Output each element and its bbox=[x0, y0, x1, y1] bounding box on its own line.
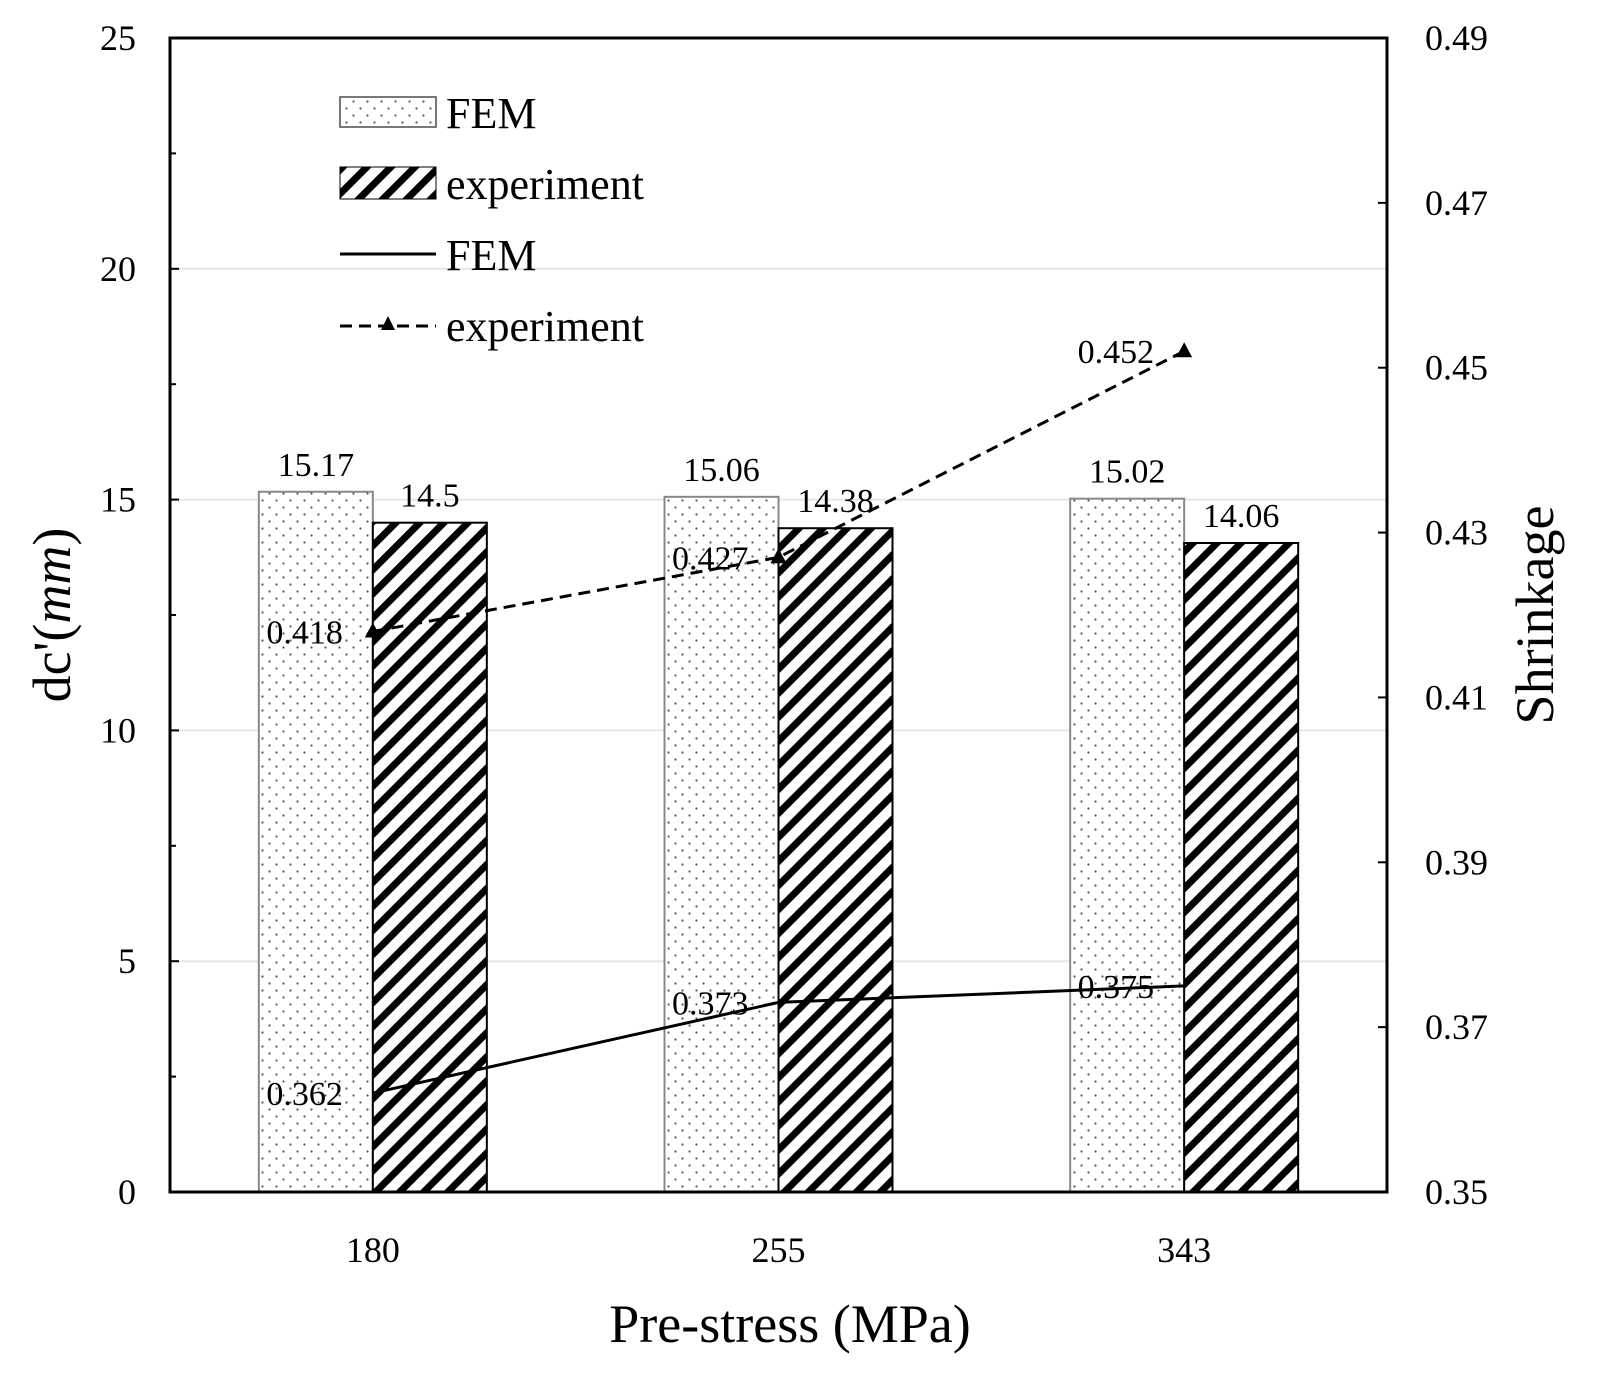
bar-label-experiment: 14.5 bbox=[400, 478, 460, 515]
y-axis-title-right: Shrinkage bbox=[1505, 506, 1565, 725]
y-axis-title-main: dc'( bbox=[22, 624, 82, 703]
y-axis-title-left: dc'(mm) bbox=[22, 528, 82, 703]
right-axis-tick-label: 0.45 bbox=[1425, 348, 1488, 388]
line-fem bbox=[372, 984, 1185, 1095]
line-label-fem: 0.373 bbox=[672, 985, 749, 1022]
data-labels: 15.17 14.5 15.06 14.38 15.02 14.06 0.362 0.373 0… bbox=[266, 334, 1279, 1113]
bar-fem bbox=[663, 495, 780, 1194]
right-axis-tick-label: 0.43 bbox=[1425, 513, 1488, 553]
bar-label-experiment: 14.06 bbox=[1203, 498, 1280, 535]
right-axis-tick-label: 0.41 bbox=[1425, 677, 1488, 717]
y-axis-title-close: ) bbox=[22, 528, 82, 546]
line-label-experiment: 0.427 bbox=[672, 540, 749, 577]
line-label-fem: 0.375 bbox=[1078, 969, 1155, 1006]
legend-label-experiment-line: experiment bbox=[446, 302, 644, 351]
legend-marker-triangle-icon bbox=[381, 316, 395, 330]
bar-fem bbox=[257, 490, 374, 1193]
left-axis-tick-label: 0 bbox=[118, 1172, 136, 1212]
legend-swatch-fem-bar bbox=[339, 96, 437, 128]
line-experiment bbox=[372, 349, 1185, 633]
left-axis-tick-label: 10 bbox=[100, 710, 136, 750]
right-axis-tick-label: 0.37 bbox=[1425, 1007, 1488, 1047]
legend-label-fem-line: FEM bbox=[446, 231, 536, 280]
bar-label-fem: 15.17 bbox=[278, 447, 355, 484]
line-experiment-point bbox=[364, 622, 381, 638]
legend-label-experiment-bar: experiment bbox=[446, 160, 644, 209]
bar-fem bbox=[1069, 497, 1186, 1193]
left-axis-tick-label: 25 bbox=[100, 18, 136, 58]
left-axis-tick-label: 5 bbox=[118, 941, 136, 981]
bar-label-fem: 15.02 bbox=[1089, 454, 1166, 491]
right-axis-tick-label: 0.35 bbox=[1425, 1172, 1488, 1212]
legend: FEM experiment FEM experiment bbox=[339, 89, 644, 351]
line-label-experiment: 0.452 bbox=[1078, 334, 1155, 371]
right-axis-tick-label: 0.47 bbox=[1425, 183, 1488, 223]
x-axis-ticks: 180 255 343 bbox=[346, 1230, 1211, 1270]
bars bbox=[257, 490, 1300, 1194]
line-label-experiment: 0.418 bbox=[266, 614, 343, 651]
line-label-fem: 0.362 bbox=[266, 1076, 343, 1113]
right-axis-tick-label: 0.39 bbox=[1425, 842, 1488, 882]
left-axis-ticks: 0 5 10 15 20 25 bbox=[100, 18, 179, 1212]
line-experiment-point bbox=[1176, 342, 1193, 358]
right-axis-ticks: 0.35 0.37 0.39 0.41 0.43 0.45 0.47 0.49 bbox=[1378, 18, 1488, 1212]
line-experiment-point bbox=[770, 548, 787, 564]
y-axis-title-unit: mm bbox=[22, 546, 82, 624]
left-axis-tick-label: 15 bbox=[100, 480, 136, 520]
bar-experiment bbox=[777, 527, 894, 1193]
left-axis-tick-label: 20 bbox=[100, 249, 136, 289]
x-axis-title: Pre-stress (MPa) bbox=[609, 1294, 970, 1354]
x-axis-tick-label: 255 bbox=[752, 1230, 806, 1270]
right-axis-tick-label: 0.49 bbox=[1425, 18, 1488, 58]
x-axis-tick-label: 343 bbox=[1157, 1230, 1211, 1270]
legend-swatch-experiment-bar bbox=[339, 166, 437, 200]
bar-experiment bbox=[1183, 541, 1300, 1193]
x-axis-tick-label: 180 bbox=[346, 1230, 400, 1270]
legend-label-fem-bar: FEM bbox=[446, 89, 536, 138]
lines bbox=[364, 342, 1193, 1095]
bar-label-fem: 15.06 bbox=[683, 452, 760, 489]
bar-label-experiment: 14.38 bbox=[797, 483, 874, 520]
bar-experiment bbox=[371, 521, 488, 1193]
